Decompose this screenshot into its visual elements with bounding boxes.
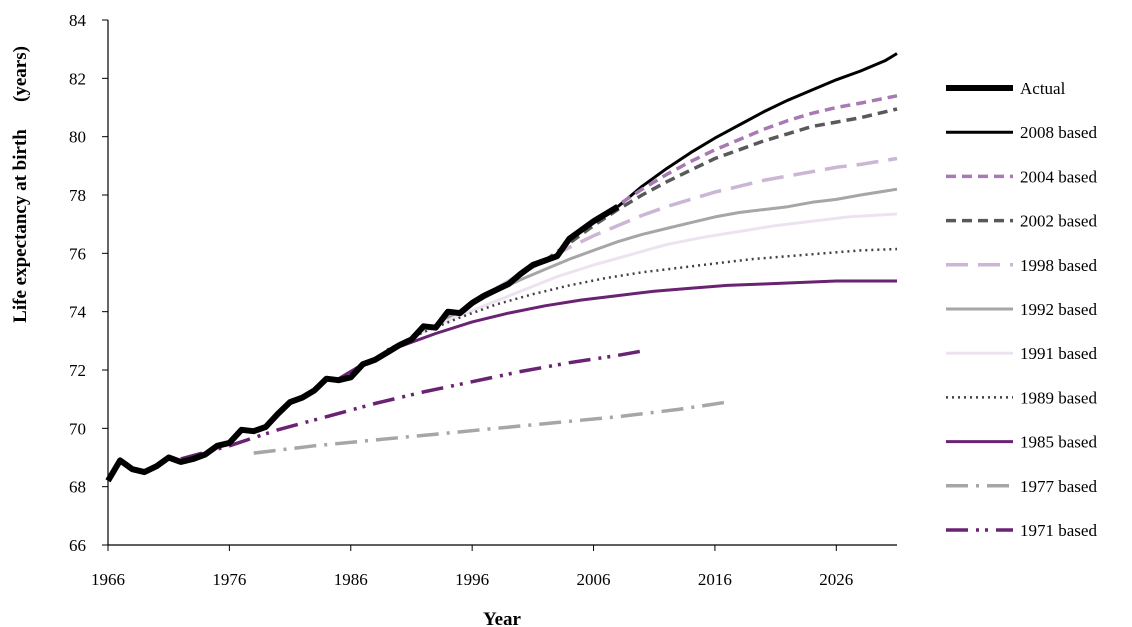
legend-label-1985-based: 1985 based: [1020, 433, 1097, 452]
y-axis-title: Life expectancy at birth: [10, 129, 31, 323]
series-lines: [105, 52, 898, 483]
x-tick-label: 1966: [91, 570, 125, 589]
series-line-actual: [105, 204, 620, 483]
y-tick-label: 70: [69, 419, 86, 438]
legend-label-1971-based: 1971 based: [1020, 521, 1097, 540]
x-tick-label: 2016: [698, 570, 732, 589]
series-line-1991-based: [410, 212, 898, 340]
x-tick-label: 2006: [577, 570, 611, 589]
y-tick-label: 72: [69, 361, 86, 380]
y-tick-label: 80: [69, 128, 86, 147]
series-line-1977-based: [253, 400, 728, 455]
series-line-1985-based: [337, 279, 897, 380]
x-tick-label: 1986: [334, 570, 368, 589]
legend-label-1989-based: 1989 based: [1020, 388, 1097, 407]
legend-label-2008-based: 2008 based: [1020, 123, 1097, 142]
y-tick-label: 68: [69, 478, 86, 497]
x-tick-label: 2026: [819, 570, 853, 589]
y-axis-units: (years): [10, 46, 31, 102]
legend: Actual 2008 based 2004 based 2002 based 1998…: [946, 79, 1097, 540]
legend-label-1977-based: 1977 based: [1020, 477, 1097, 496]
x-tick-label: 1976: [212, 570, 246, 589]
series-line-2004-based: [568, 94, 898, 241]
legend-label-1998-based: 1998 based: [1020, 256, 1097, 275]
series-line-1998-based: [495, 156, 898, 290]
y-tick-label: 78: [69, 186, 86, 205]
legend-label-2002-based: 2002 based: [1020, 212, 1097, 231]
y-tick-label: 74: [69, 303, 87, 322]
series-line-2002-based: [543, 107, 898, 263]
series-line-2008-based: [616, 52, 898, 208]
series-line-1971-based: [180, 349, 643, 461]
x-axis-title: Year: [483, 609, 522, 627]
legend-label-1992-based: 1992 based: [1020, 300, 1097, 319]
y-axis-title-group: Life expectancy at birth (years): [10, 46, 31, 323]
x-tick-label: 1996: [455, 570, 489, 589]
legend-label-1991-based: 1991 based: [1020, 344, 1097, 363]
axes: 66 68 70 72 74 76 78 80 82 84 1966 1976 1986 1996 2006…: [69, 11, 897, 589]
y-tick-label: 76: [69, 244, 86, 263]
legend-label-actual: Actual: [1020, 79, 1066, 98]
legend-label-2004-based: 2004 based: [1020, 167, 1097, 186]
y-tick-label: 82: [69, 69, 86, 88]
series-line-1989-based: [386, 247, 898, 351]
y-tick-label: 84: [69, 11, 87, 30]
y-tick-label: 66: [69, 536, 86, 555]
